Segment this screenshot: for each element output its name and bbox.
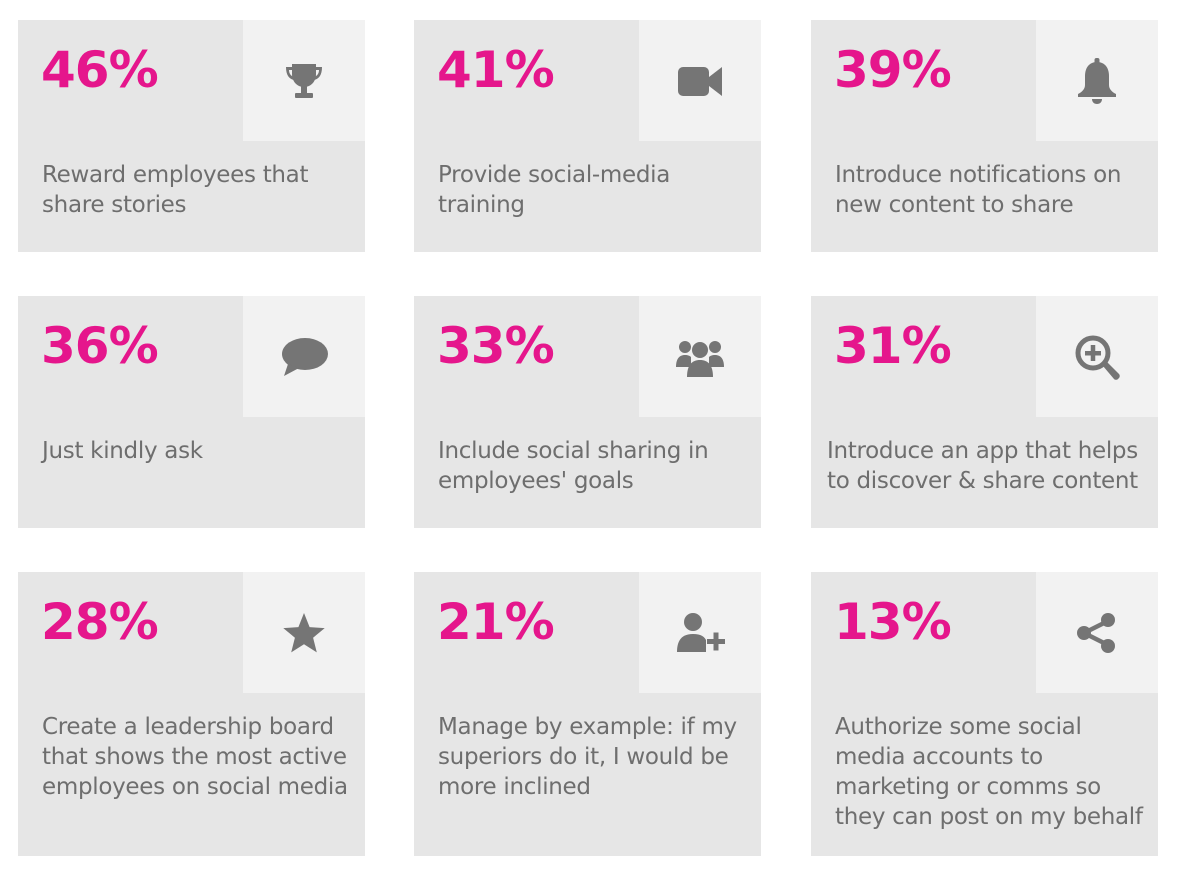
stat-percent: 33% bbox=[437, 317, 555, 375]
stat-label: Introduce an app that helps to discover … bbox=[827, 438, 1138, 494]
stat-percent: 31% bbox=[834, 317, 952, 375]
group-icon bbox=[639, 296, 761, 417]
stat-label: Include social sharing in employees' goa… bbox=[438, 438, 709, 494]
stat-label: Authorize some social media accounts to … bbox=[835, 714, 1143, 830]
stat-percent: 39% bbox=[834, 41, 952, 99]
stat-label: Provide social-media training bbox=[438, 162, 671, 218]
stat-percent: 46% bbox=[41, 41, 159, 99]
stat-card: 33% Include social sharing in employees'… bbox=[414, 296, 761, 528]
stat-percent: 21% bbox=[437, 593, 555, 651]
zoom-in-icon bbox=[1036, 296, 1158, 417]
stat-percent: 13% bbox=[834, 593, 952, 651]
stat-label: Create a leadership board that shows the… bbox=[42, 714, 348, 800]
stat-percent: 41% bbox=[437, 41, 555, 99]
stat-label: Manage by example: if my superiors do it… bbox=[438, 714, 737, 800]
stat-card: 13% Authorize some social media accounts… bbox=[811, 572, 1158, 856]
add-user-icon bbox=[639, 572, 761, 693]
stat-card: 36% Just kindly ask bbox=[18, 296, 365, 528]
stat-percent: 36% bbox=[41, 317, 159, 375]
star-icon bbox=[243, 572, 365, 693]
stat-card: 31% Introduce an app that helps to disco… bbox=[811, 296, 1158, 528]
stat-card: 46% Reward employees that share stories bbox=[18, 20, 365, 252]
stat-card: 21% Manage by example: if my superiors d… bbox=[414, 572, 761, 856]
share-icon bbox=[1036, 572, 1158, 693]
stat-label: Introduce notifications on new content t… bbox=[835, 162, 1122, 218]
bell-icon bbox=[1036, 20, 1158, 141]
stat-card: 39% Introduce notifications on new conte… bbox=[811, 20, 1158, 252]
stat-label: Just kindly ask bbox=[42, 438, 203, 464]
speech-bubble-icon bbox=[243, 296, 365, 417]
stat-label: Reward employees that share stories bbox=[42, 162, 309, 218]
stat-card: 28% Create a leadership board that shows… bbox=[18, 572, 365, 856]
trophy-icon bbox=[243, 20, 365, 141]
stat-percent: 28% bbox=[41, 593, 159, 651]
stat-card: 41% Provide social-media training bbox=[414, 20, 761, 252]
video-camera-icon bbox=[639, 20, 761, 141]
